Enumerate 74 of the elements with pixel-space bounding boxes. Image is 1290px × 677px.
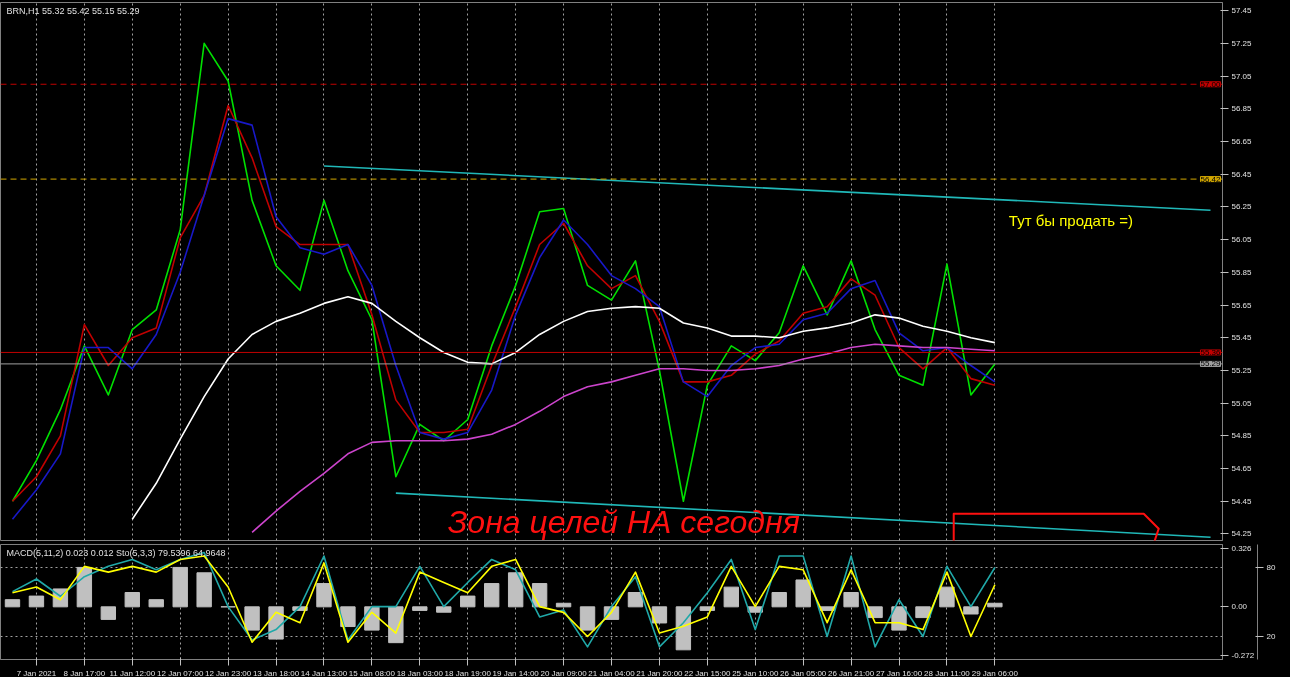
ref-line-label: 57.00 (1200, 79, 1222, 89)
chart-title: MACD(5,11,2) 0.023 0.012 Sto(5,3,3) 79.5396 64.9648 (6, 547, 226, 558)
y-tick-label: 57.45 (1231, 6, 1253, 16)
bar (915, 606, 931, 619)
x-tick-label: 21 Jan 04:00 (588, 668, 636, 677)
ref-line-label: 55.29 (1200, 359, 1222, 369)
bar (627, 592, 644, 608)
x-tick-label: 21 Jan 20:00 (636, 668, 684, 677)
bar (460, 595, 476, 608)
x-tick-label: 13 Jan 18:00 (252, 668, 300, 677)
y-tick-label: -0.272 (1231, 651, 1255, 661)
x-tick-label: 26 Jan 21:00 (827, 668, 875, 677)
bar (124, 592, 140, 608)
x-tick-label: 28 Jan 11:00 (924, 668, 971, 677)
annotation: Зона целей НА сегодня (447, 503, 800, 540)
bar (100, 606, 117, 620)
y-tick-label: 55.85 (1231, 267, 1253, 277)
annotation: Тут бы продать =) (1008, 211, 1134, 229)
y-tick-label: 0.326 (1231, 543, 1253, 553)
y-tick-label: 54.25 (1231, 529, 1253, 539)
y-tick-label: 54.45 (1231, 496, 1253, 506)
bar (939, 586, 955, 608)
x-tick-label: 7 Jan 2021 (16, 668, 57, 677)
x-tick-label: 14 Jan 13:00 (300, 668, 348, 677)
ref-line-label: 55.36 (1200, 347, 1222, 357)
bar (436, 606, 452, 613)
y2-tick-label: 20 (1266, 632, 1276, 641)
bar (723, 586, 739, 608)
bar (484, 583, 500, 608)
y2-tick-label: 80 (1266, 563, 1276, 572)
bar (244, 606, 260, 631)
x-tick-label: 12 Jan 07:00 (157, 668, 204, 677)
y-tick-label: 56.45 (1231, 169, 1253, 179)
x-tick-label: 25 Jan 10:00 (732, 668, 779, 677)
bar (795, 579, 811, 608)
y-tick-label: 57.05 (1231, 71, 1253, 81)
y-tick-label: 56.25 (1231, 202, 1253, 212)
x-tick-label: 11 Jan 12:00 (109, 668, 156, 677)
bar (651, 606, 668, 624)
x-tick-label: 15 Jan 08:00 (348, 668, 396, 677)
chart-title: BRN,H1 55.32 55.42 55.15 55.29 (6, 5, 140, 16)
bar (771, 592, 787, 608)
x-tick-label: 19 Jan 14:00 (492, 668, 540, 677)
bar (196, 572, 212, 608)
y-tick-label: 57.25 (1231, 38, 1253, 48)
bar (316, 583, 332, 608)
y-tick-label: 55.65 (1231, 300, 1253, 310)
y-tick-label: 54.85 (1231, 431, 1253, 441)
x-tick-label: 20 Jan 09:00 (540, 668, 588, 677)
y-tick-label: 55.25 (1231, 365, 1253, 375)
y-tick-label: 55.05 (1231, 398, 1253, 408)
y-tick-label: 0.00 (1231, 602, 1248, 612)
y-tick-label: 55.45 (1231, 333, 1253, 343)
y-tick-label: 54.65 (1231, 464, 1253, 474)
x-tick-label: 22 Jan 15:00 (684, 668, 732, 677)
bar (148, 599, 164, 608)
x-tick-label: 26 Jan 05:00 (780, 668, 827, 677)
x-tick-label: 18 Jan 19:00 (444, 668, 492, 677)
bar (412, 606, 428, 611)
x-tick-label: 18 Jan 03:00 (396, 668, 444, 677)
bar (963, 606, 979, 615)
bar (340, 606, 356, 628)
ref-line-label: 56.42 (1200, 174, 1222, 184)
y-tick-label: 56.05 (1231, 235, 1253, 245)
y-tick-label: 56.85 (1231, 104, 1253, 114)
x-tick-label: 29 Jan 06:00 (971, 668, 1019, 677)
x-tick-label: 12 Jan 23:00 (205, 668, 252, 677)
x-tick-label: 27 Jan 16:00 (875, 668, 923, 677)
y-tick-label: 56.65 (1231, 137, 1253, 146)
bar (4, 599, 21, 608)
bar (579, 606, 596, 631)
bar (507, 572, 524, 608)
bar (843, 592, 859, 608)
x-tick-label: 8 Jan 17:00 (63, 668, 106, 677)
